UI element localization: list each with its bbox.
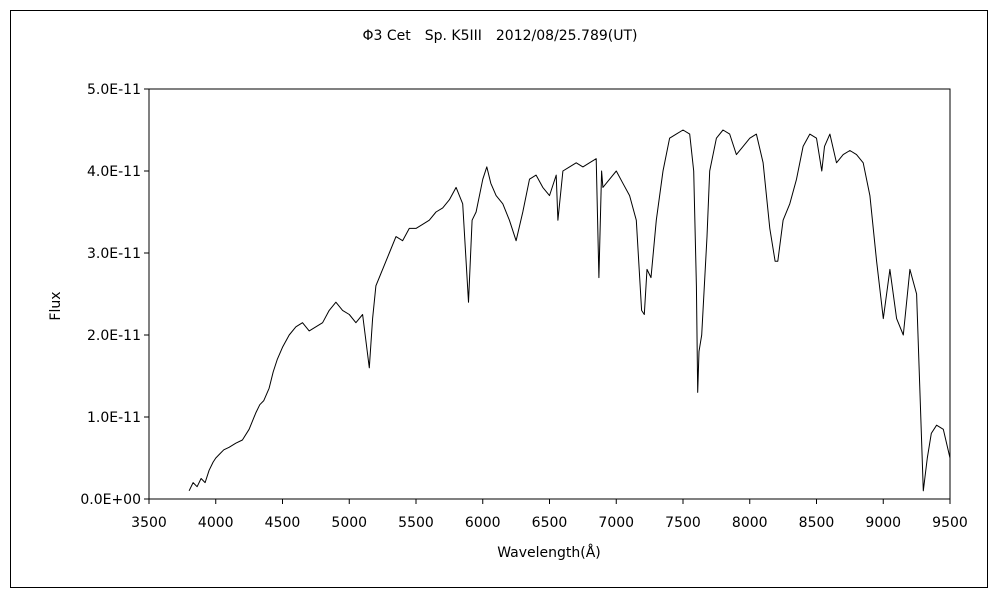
x-tick-label: 6000 [465, 515, 501, 531]
x-tick-label: 8500 [799, 515, 835, 531]
y-tick-label: 3.0E-11 [87, 246, 141, 262]
x-tick-label: 7000 [598, 515, 634, 531]
x-tick-label: 9500 [932, 515, 968, 531]
x-tick-label: 3500 [131, 515, 167, 531]
y-tick-label: 1.0E-11 [87, 410, 141, 426]
x-tick-label: 4000 [198, 515, 234, 531]
x-axis-label: Wavelength(Å) [497, 544, 601, 561]
y-tick-label: 0.0E+00 [80, 492, 141, 508]
y-tick-label: 4.0E-11 [87, 164, 141, 180]
x-axis: 3500 4000 4500 5000 5500 6000 6500 7000 7500 8000… [131, 499, 968, 531]
x-tick-label: 4500 [265, 515, 301, 531]
x-tick-label: 7500 [665, 515, 701, 531]
plot-area [148, 88, 951, 500]
chart-title: Φ3 Cet Sp. K5III 2012/08/25.789(UT) [363, 28, 638, 44]
x-tick-label: 6500 [532, 515, 568, 531]
chart-frame [10, 10, 988, 588]
x-tick-label: 5000 [331, 515, 367, 531]
y-tick-label: 5.0E-11 [87, 82, 141, 98]
y-axis: 0.0E+00 1.0E-11 2.0E-11 3.0E-11 4.0E-11 5.0E-… [80, 82, 149, 508]
y-tick-label: 2.0E-11 [87, 328, 141, 344]
x-tick-label: 8000 [732, 515, 768, 531]
spectrum-line [188, 129, 951, 492]
x-tick-label: 9000 [865, 515, 901, 531]
y-axis-label: Flux [48, 291, 64, 320]
series-layer [188, 129, 951, 492]
x-tick-label: 5500 [398, 515, 434, 531]
